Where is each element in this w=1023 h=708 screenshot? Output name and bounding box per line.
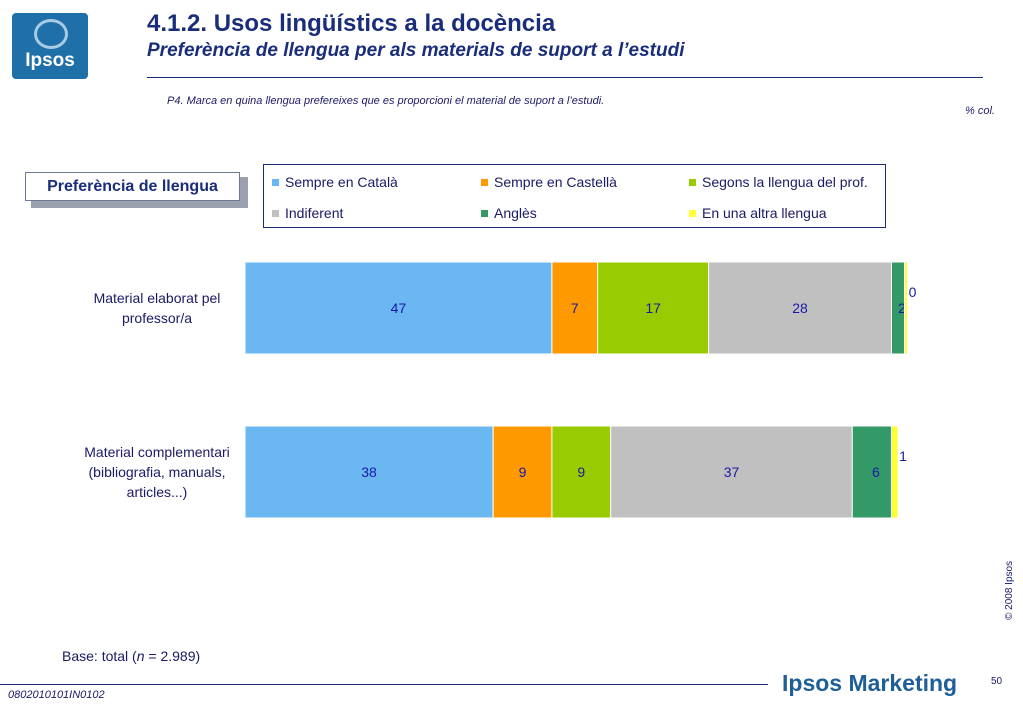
data-label: 1 [899, 448, 907, 464]
data-label: 6 [872, 464, 880, 480]
brand-wordmark: Ipsos Marketing [782, 670, 958, 696]
page-number: 50 [991, 676, 1003, 687]
logo-face-icon [34, 19, 68, 49]
legend-item: Sempre en Castellà [481, 174, 617, 190]
bar-segment [851, 425, 892, 519]
legend-item: Indiferent [272, 205, 343, 221]
base-n-symbol: n [136, 648, 145, 664]
legend-swatch [272, 179, 279, 186]
legend-item: Segons la llengua del prof. [689, 174, 868, 190]
data-label: 0 [909, 284, 917, 300]
question-text: P4. Marca en quina llengua prefereixes q… [167, 95, 605, 107]
legend-label: Sempre en Català [285, 174, 398, 190]
legend-label: En una altra llengua [702, 205, 827, 221]
ipsos-logo: Ipsos [12, 13, 88, 79]
base-suffix: = 2.989) [144, 648, 201, 664]
page-subtitle: Preferència de llengua per als materials… [147, 40, 685, 61]
data-label: 28 [792, 300, 808, 316]
data-label: 9 [577, 464, 585, 480]
unit-note: % col. [965, 105, 995, 117]
bar-segment [244, 425, 494, 519]
bar-segment [244, 261, 553, 355]
legend-swatch [481, 179, 488, 186]
copyright: © 2008 Ipsos [1004, 560, 1015, 620]
document-code: 0802010101IN0102 [8, 689, 105, 701]
pref-box: Preferència de llengua [25, 172, 240, 201]
legend-swatch [689, 179, 696, 186]
page-title: 4.1.2. Usos lingüístics a la docència [147, 10, 556, 37]
category-label: Material complementari (bibliografia, ma… [84, 444, 230, 500]
data-label: 47 [391, 300, 407, 316]
legend-label: Anglès [494, 205, 537, 221]
category-label: Material elaborat pel professor/a [93, 290, 221, 326]
data-label: 38 [361, 464, 377, 480]
data-label: 7 [571, 300, 579, 316]
base-prefix: Base: total ( [62, 648, 137, 664]
data-label: 37 [724, 464, 740, 480]
base-note: Base: total (n = 2.989) [62, 648, 200, 664]
bar-segment [551, 261, 599, 355]
legend-swatch [689, 210, 696, 217]
legend-item: Sempre en Català [272, 174, 398, 190]
bar-segment [904, 261, 909, 355]
legend-item: Anglès [481, 205, 537, 221]
data-label: 2 [898, 300, 906, 316]
legend-label: Sempre en Castellà [494, 174, 617, 190]
data-label: 17 [645, 300, 661, 316]
data-label: 9 [519, 464, 527, 480]
bar-segment [708, 261, 892, 355]
legend-item: En una altra llengua [689, 205, 827, 221]
bar-segment [610, 425, 853, 519]
header-divider [147, 77, 983, 78]
legend-label: Segons la llengua del prof. [702, 174, 868, 190]
legend-swatch [481, 210, 488, 217]
legend-label: Indiferent [285, 205, 344, 221]
bar-segment [890, 425, 899, 519]
footer-divider [0, 684, 768, 685]
chart-legend: Sempre en Català Sempre en Castellà Segons… [263, 164, 886, 228]
bar-segment [492, 425, 553, 519]
logo-text: Ipsos [25, 50, 75, 71]
bar-segment [551, 425, 612, 519]
legend-swatch [272, 210, 279, 217]
